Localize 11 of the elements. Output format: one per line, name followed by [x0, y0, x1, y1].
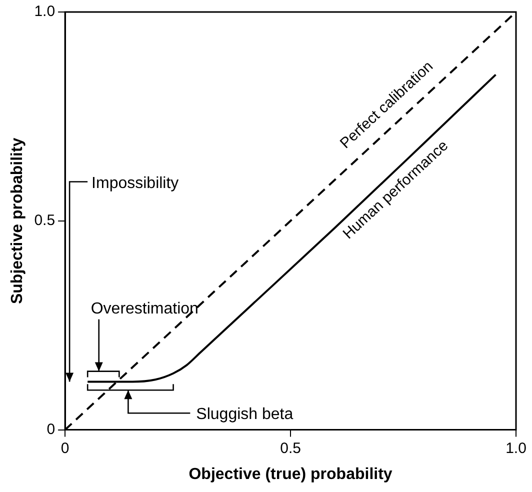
x-tick-label: 1.0: [506, 440, 526, 457]
annotation: Impossibility: [92, 174, 179, 192]
x-axis-title: Objective (true) probability: [188, 466, 392, 483]
annotation: Overestimation: [90, 300, 198, 318]
x-tick-label: 0: [60, 440, 70, 457]
x-tick-label: 0.5: [280, 440, 301, 457]
y-tick-label: 0: [46, 420, 56, 438]
y-tick-label: 1.0: [34, 3, 56, 20]
y-axis-title: Subjective probability: [9, 138, 26, 304]
y-tick-label: 0.5: [34, 212, 56, 230]
annotation: Sluggish beta: [196, 406, 294, 424]
